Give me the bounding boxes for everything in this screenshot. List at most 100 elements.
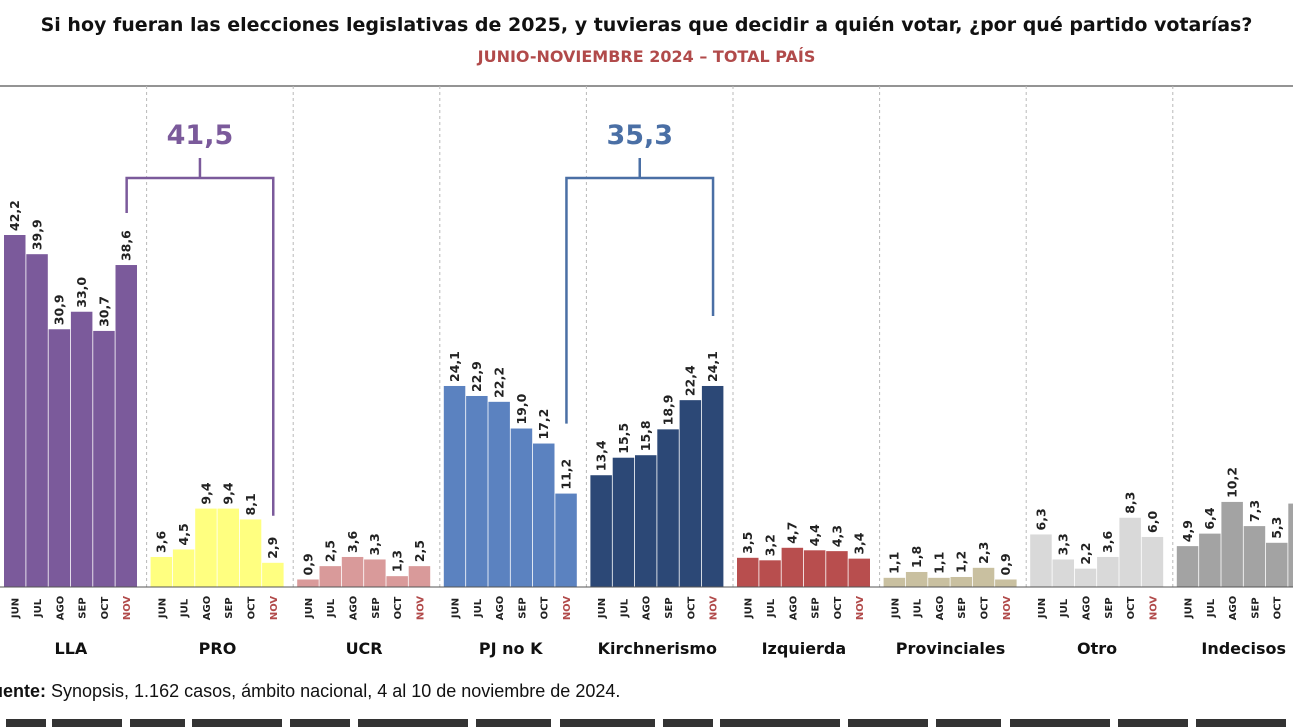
bar [533, 443, 555, 587]
bar-value-label: 9,4 [198, 482, 213, 504]
bar-value-label: 3,6 [154, 531, 169, 553]
bar-value-label: 9,4 [221, 482, 236, 504]
bar [150, 556, 173, 587]
bar-value-label: 39,9 [29, 219, 44, 250]
bar [262, 562, 284, 587]
bar-value-label: 3,3 [1056, 533, 1071, 555]
bar-value-label: 30,7 [96, 296, 111, 327]
bar [1052, 559, 1074, 587]
bar-value-label: 11,2 [558, 459, 573, 490]
bar-value-label: 1,1 [887, 552, 902, 574]
bar [386, 576, 408, 587]
month-tick-label: NOV [269, 596, 280, 621]
bar [443, 385, 466, 587]
month-tick-label: JUN [1037, 598, 1048, 619]
bar-value-label: 2,9 [265, 537, 280, 559]
bar-value-label: 6,4 [1202, 507, 1217, 529]
chart-title: Si hoy fueran las elecciones legislativa… [40, 14, 1253, 36]
bar [341, 556, 364, 587]
bar-value-label: 1,8 [909, 546, 924, 568]
month-tick-label: AGO [935, 596, 946, 620]
bar-value-label: 13,4 [594, 440, 609, 471]
month-tick-label: JUN [450, 598, 461, 619]
bar [1097, 556, 1119, 587]
bar [1119, 517, 1141, 587]
bar [972, 567, 995, 587]
bar-value-label: 4,7 [785, 522, 800, 544]
bar-value-label: 5,3 [1269, 517, 1284, 539]
bar-value-label: 6,3 [1033, 508, 1048, 530]
month-tick-label: NOV [1148, 596, 1159, 621]
bar [612, 457, 635, 587]
bar [928, 577, 950, 587]
bar [466, 395, 488, 587]
party-label: Izquierda [762, 639, 847, 658]
bar [737, 557, 759, 587]
month-tick-label: JUN [744, 598, 755, 619]
bar [883, 577, 906, 587]
bar-value-label: 3,3 [367, 533, 382, 555]
bar [195, 508, 217, 587]
bar-value-label: 42,2 [7, 200, 22, 231]
bar-value-label: 2,5 [412, 540, 427, 562]
month-tick-label: JUL [473, 598, 484, 618]
bar [1074, 568, 1097, 587]
bracket-total-label: 35,3 [606, 120, 673, 151]
bar [1176, 546, 1199, 587]
month-tick-label: OCT [393, 596, 404, 619]
month-tick-label: JUL [619, 598, 630, 618]
month-tick-label: NOV [562, 596, 573, 621]
month-tick-label: SEP [78, 597, 89, 618]
bar [905, 571, 928, 587]
bar [679, 400, 702, 587]
bar [555, 493, 577, 587]
month-tick-label: JUL [913, 598, 924, 618]
bar [48, 329, 71, 587]
bar-value-label: 2,2 [1078, 542, 1093, 564]
month-tick-label: JUL [1059, 598, 1070, 618]
bar [1266, 542, 1288, 587]
month-tick-label: AGO [1081, 596, 1092, 620]
bar-value-label: 22,4 [683, 365, 698, 396]
month-tick-label: JUL [33, 598, 44, 618]
bar-value-label: 24,1 [447, 351, 462, 382]
bar [803, 550, 826, 587]
month-tick-label: SEP [371, 597, 382, 618]
month-tick-label: SEP [224, 597, 235, 618]
month-tick-label: SEP [1104, 597, 1115, 618]
month-tick-label: SEP [957, 597, 968, 618]
bar-value-label: 17,2 [536, 409, 551, 440]
month-tick-label: AGO [202, 596, 213, 620]
bar [93, 330, 115, 587]
bar-value-label: 4,3 [829, 525, 844, 547]
bar [1221, 501, 1243, 587]
bar-value-label: 33,0 [74, 277, 89, 308]
bar-value-label: 22,9 [469, 361, 484, 392]
bar [781, 547, 804, 587]
bar [759, 560, 781, 587]
party-label: Otro [1077, 639, 1117, 658]
party-label: Indecisos [1201, 639, 1286, 658]
month-tick-label: NOV [1002, 596, 1013, 621]
month-tick-label: NOV [415, 596, 426, 621]
bar [4, 235, 26, 587]
month-tick-label: OCT [686, 596, 697, 619]
bars [4, 235, 1293, 588]
bar [297, 579, 319, 587]
bar-value-label: 15,8 [638, 420, 653, 451]
month-tick-label: JUL [1206, 598, 1217, 618]
bar-value-label: 7,3 [1247, 500, 1262, 522]
bar-value-label: 1,2 [954, 551, 969, 573]
month-tick-label: OCT [833, 596, 844, 619]
party-label: Provinciales [896, 639, 1006, 658]
bar-value-label: 3,4 [852, 532, 867, 554]
bar [590, 475, 612, 587]
month-tick-label: NOV [855, 596, 866, 621]
month-tick-label: SEP [517, 597, 528, 618]
month-tick-label: AGO [55, 596, 66, 620]
bar [115, 265, 137, 587]
bar [1199, 533, 1221, 587]
bar [1243, 526, 1266, 587]
month-tick-label: JUN [890, 598, 901, 619]
bar-value-label: 19,0 [514, 393, 529, 424]
